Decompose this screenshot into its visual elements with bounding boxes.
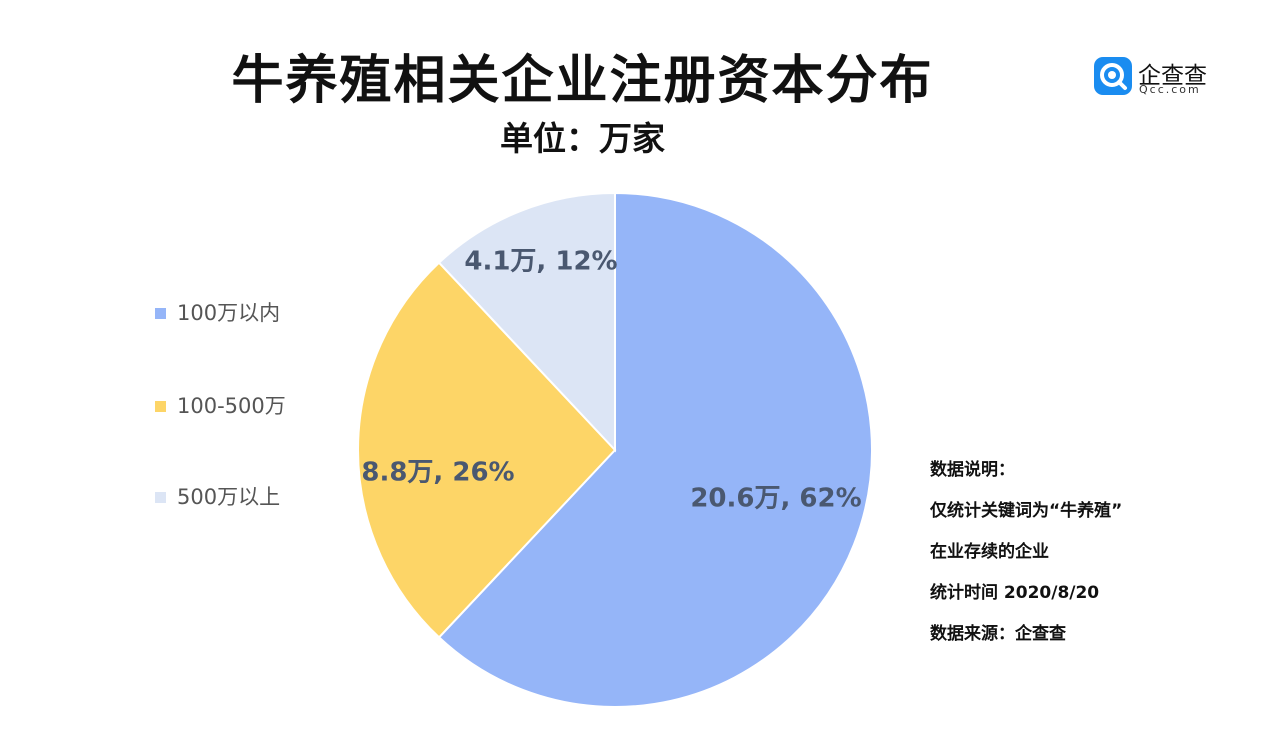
note-line-4: 数据来源：企查查 — [930, 624, 1066, 644]
logo-domain: Qcc.com — [1139, 83, 1201, 96]
legend-swatch-0 — [155, 308, 166, 319]
legend-label-2: 500万以上 — [177, 485, 281, 509]
note-line-3: 统计时间 2020/8/20 — [930, 583, 1100, 603]
pie-slice-2 — [437, 191, 616, 453]
slice-label-0: 20.6万, 62% — [690, 484, 861, 514]
logo-name: 企查查 — [1138, 63, 1207, 89]
note-line-0: 数据说明： — [930, 460, 1015, 480]
chart-title: 牛养殖相关企业注册资本分布 — [231, 51, 934, 111]
slice-label-1: 8.8万, 26% — [361, 458, 514, 488]
note-line-2: 在业存续的企业 — [930, 542, 1049, 562]
pie-slice-0 — [437, 191, 873, 708]
legend-swatch-1 — [155, 401, 166, 412]
qcc-logo-icon — [1094, 57, 1132, 95]
pie-slice-1 — [356, 261, 617, 639]
note-line-1: 仅统计关键词为“牛养殖” — [930, 501, 1123, 521]
slice-label-2: 4.1万, 12% — [464, 247, 617, 277]
legend-label-0: 100万以内 — [177, 301, 281, 325]
brand-logo: 企查查 Qcc.com — [1093, 54, 1233, 102]
chart-subtitle: 单位：万家 — [500, 119, 665, 158]
legend-label-1: 100-500万 — [177, 394, 286, 418]
legend-swatch-2 — [155, 492, 166, 503]
data-notes: 数据说明： 仅统计关键词为“牛养殖” 在业存续的企业 统计时间 2020/8/2… — [930, 458, 1122, 663]
